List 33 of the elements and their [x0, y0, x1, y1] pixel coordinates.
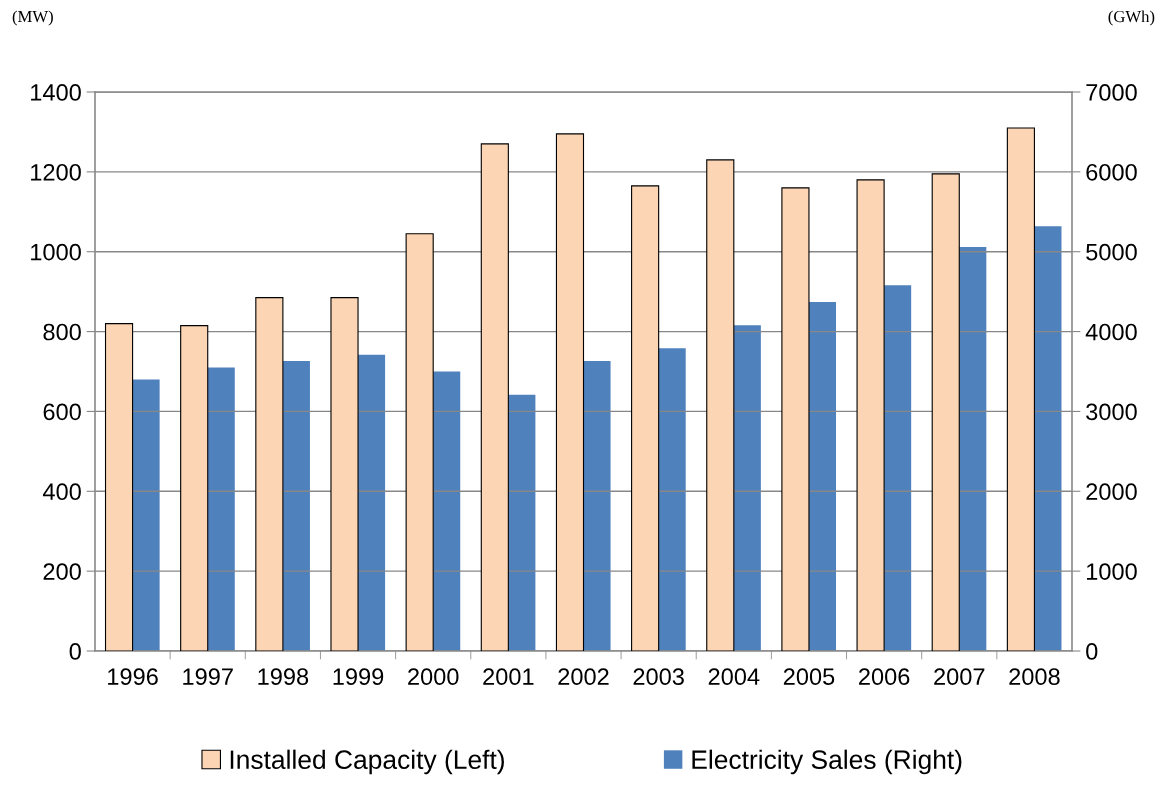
x-tick-label: 2008: [1009, 668, 1060, 686]
y-tick-label: 800: [43, 323, 81, 341]
legend-label: Electricity Sales (Right): [692, 749, 962, 775]
x-tick-label: 2001: [483, 668, 534, 686]
y-tick-label: 1200: [31, 163, 81, 181]
y2-axis-title: (GWh): [1108, 10, 1155, 26]
y2-tick-label: 4000: [1085, 323, 1137, 341]
x-tick-label: 1997: [183, 668, 233, 686]
y-tick-label: 1000: [31, 243, 81, 261]
x-tick-label: 2000: [408, 668, 459, 686]
y2-tick-label: 6000: [1086, 163, 1137, 181]
x-tick-label: 2003: [633, 668, 684, 686]
y2-tick-label: 3000: [1086, 403, 1137, 421]
y-tick-label: 600: [43, 403, 81, 421]
legend-label: Installed Capacity (Left): [230, 749, 504, 775]
x-tick-label: 2004: [708, 668, 760, 686]
y2-tick-label: 7000: [1086, 84, 1137, 101]
x-tick-label: 2007: [934, 668, 985, 686]
y2-tick-label: 1000: [1086, 563, 1137, 580]
x-tick-label: 1996: [108, 668, 158, 686]
x-tick-label: 1998: [258, 668, 309, 686]
y2-tick-label: 0: [1086, 643, 1098, 660]
y-tick-label: 200: [43, 563, 81, 580]
y-tick-label: 0: [69, 643, 81, 660]
y-tick-label: 1400: [31, 84, 81, 101]
x-tick-label: 2006: [859, 668, 910, 686]
y-axis-title: (MW): [12, 10, 53, 26]
x-tick-label: 2002: [558, 668, 609, 686]
y-tick-label: 400: [42, 483, 81, 501]
x-tick-label: 1999: [333, 668, 384, 686]
y2-tick-label: 5000: [1086, 243, 1137, 261]
y2-tick-label: 2000: [1086, 483, 1137, 501]
x-tick-label: 2005: [783, 668, 835, 686]
